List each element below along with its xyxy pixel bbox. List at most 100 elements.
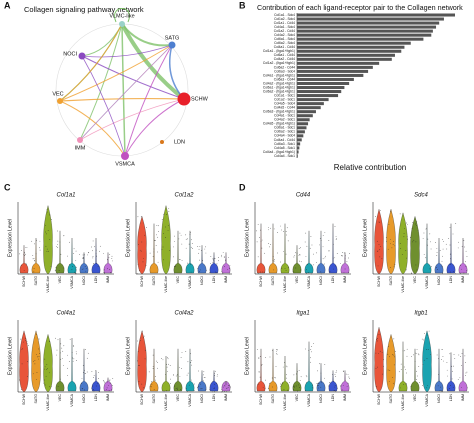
cell-dot [457,247,459,249]
cell-dot [435,267,437,268]
cell-dot [57,247,58,248]
cell-dot [198,252,200,254]
cell-dot [185,234,187,236]
network-node [121,152,129,160]
network-edge [59,97,185,102]
bar [297,81,350,85]
cell-dot [283,231,284,232]
x-tick-label: IMM [106,276,110,283]
cell-dot [60,343,62,345]
cell-dot [148,371,150,373]
network-node [160,140,164,144]
cell-dot [346,261,348,263]
cell-dot [173,266,175,267]
cell-dot [98,391,100,393]
cell-dot [33,373,34,375]
bar-label: Col6a3 - (Itga1+Itgb1) [263,110,295,114]
cell-dot [318,385,320,387]
cell-dot [348,376,350,378]
node-label: VEC [52,91,63,97]
cell-dot [442,356,444,358]
cell-dot [428,330,430,332]
cell-dot [168,211,170,212]
violin [185,230,195,274]
bar [297,106,321,110]
cell-dot [203,377,205,378]
cell-dot [381,373,383,375]
cell-dot [212,259,214,261]
cell-dot [418,366,420,367]
cell-dot [84,372,86,374]
cell-dot [275,350,277,352]
cell-dot [260,241,262,243]
cell-dot [38,356,40,358]
cell-dot [38,348,39,350]
cell-dot [299,380,301,382]
cell-dot [39,353,40,354]
cell-dot [285,253,287,255]
cell-dot [385,237,387,238]
violin [91,237,101,274]
x-tick-label: SATG [271,276,275,286]
cell-dot [425,257,427,259]
cell-dot [335,239,337,240]
x-tick-label: SCHW [140,275,144,287]
cell-dot [93,389,94,390]
cell-dot [190,263,192,265]
cell-dot [202,260,203,261]
cell-dot [191,379,192,381]
cell-dot [334,226,336,227]
cell-dot [320,372,322,374]
cell-dot [216,263,218,265]
cell-dot [142,261,144,263]
bar [297,130,305,134]
cell-dot [333,380,334,382]
cell-dot [305,232,307,234]
cell-dot [179,259,181,261]
cell-dot [49,239,51,240]
cell-dot [293,385,295,387]
bar-label: Col6a2 - Sdc4 [274,41,295,45]
cell-dot [268,243,269,245]
cell-dot [405,384,407,385]
bar-label: Col6a2 - Cd44 [274,65,295,69]
cell-dot [333,268,334,270]
cell-dot [417,230,419,231]
cell-dot [442,239,443,241]
cell-dot [191,360,193,362]
cell-dot [103,271,105,273]
cell-dot [271,377,273,379]
cell-dot [305,256,307,258]
cell-dot [379,350,381,352]
cell-dot [334,374,336,375]
x-tick-label: VSMCA [188,393,192,406]
cell-dot [46,248,48,250]
network-edge [121,23,173,47]
cell-dot [161,219,163,220]
cell-dot [82,365,84,366]
cell-dot [447,375,448,377]
cell-dot [388,224,390,225]
cell-dot [292,388,294,390]
cell-dot [388,381,390,383]
cell-dot [403,384,405,386]
cell-dot [111,260,113,262]
x-tick-label: SATG [389,276,393,286]
cell-dot [399,243,401,244]
violin [103,377,113,392]
bar-label: Col4a4 - (Itga1+Itgb1) [263,150,295,154]
cell-dot [169,365,171,366]
cell-dot [381,351,383,353]
cell-dot [312,384,313,386]
x-tick-label: LDN [449,394,453,402]
cell-dot [161,249,163,250]
cell-dot [75,273,77,275]
cell-dot [23,270,25,271]
x-tick-label: SATG [152,394,156,404]
cell-dot [79,254,80,256]
cell-dot [213,388,215,389]
cell-dot [21,250,22,251]
cell-dot [190,271,192,273]
cell-dot [32,255,34,256]
